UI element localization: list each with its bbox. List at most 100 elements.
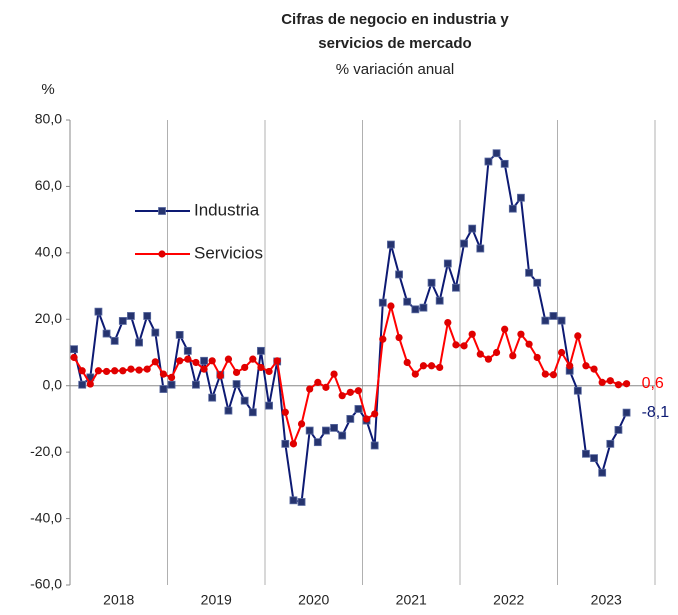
y-tick-label: 80,0 bbox=[35, 111, 62, 127]
marker bbox=[460, 342, 468, 350]
marker bbox=[183, 346, 192, 355]
marker bbox=[159, 385, 168, 393]
marker bbox=[525, 340, 533, 348]
marker bbox=[541, 370, 549, 378]
marker bbox=[346, 415, 355, 423]
marker bbox=[158, 250, 166, 258]
y-tick-label: 20,0 bbox=[35, 310, 62, 326]
x-tick-label: 2019 bbox=[201, 592, 232, 608]
marker bbox=[248, 408, 257, 417]
marker bbox=[119, 367, 127, 375]
marker bbox=[582, 449, 590, 458]
marker bbox=[460, 239, 468, 248]
chart-subtitle: % variación anual bbox=[336, 61, 454, 78]
marker bbox=[281, 408, 289, 416]
marker bbox=[371, 410, 379, 418]
marker bbox=[395, 333, 403, 342]
marker bbox=[557, 348, 566, 357]
marker bbox=[452, 341, 460, 349]
marker bbox=[427, 362, 436, 370]
marker bbox=[419, 362, 428, 370]
marker bbox=[143, 365, 151, 373]
marker bbox=[102, 329, 111, 338]
marker bbox=[468, 224, 477, 233]
marker bbox=[297, 420, 306, 428]
marker bbox=[313, 438, 322, 447]
marker bbox=[346, 388, 354, 396]
marker bbox=[151, 358, 159, 366]
y-tick-label: 60,0 bbox=[35, 177, 62, 193]
marker bbox=[70, 353, 78, 362]
marker bbox=[492, 149, 501, 158]
x-tick-label: 2021 bbox=[396, 592, 427, 608]
marker bbox=[590, 454, 598, 463]
marker bbox=[598, 378, 606, 386]
marker bbox=[427, 278, 436, 287]
marker bbox=[322, 426, 330, 435]
legend-label: Servicios bbox=[194, 243, 263, 262]
marker bbox=[70, 345, 78, 354]
marker bbox=[436, 363, 444, 372]
chart-title: servicios de mercado bbox=[318, 35, 471, 52]
marker bbox=[354, 387, 363, 395]
marker bbox=[501, 325, 509, 333]
x-tick-label: 2018 bbox=[103, 592, 134, 608]
marker bbox=[598, 468, 607, 477]
marker bbox=[216, 372, 224, 380]
marker bbox=[127, 312, 135, 320]
marker bbox=[192, 380, 200, 389]
marker bbox=[509, 352, 517, 360]
marker bbox=[289, 496, 298, 505]
marker bbox=[200, 365, 208, 373]
marker bbox=[94, 307, 103, 316]
marker bbox=[86, 380, 94, 388]
marker bbox=[111, 367, 119, 375]
marker bbox=[127, 365, 135, 373]
marker bbox=[476, 244, 485, 253]
x-tick-label: 2020 bbox=[298, 592, 329, 608]
marker bbox=[241, 363, 249, 372]
marker bbox=[167, 380, 176, 389]
y-tick-label: 40,0 bbox=[35, 244, 62, 260]
marker bbox=[443, 259, 452, 268]
marker bbox=[387, 240, 395, 249]
marker bbox=[151, 328, 160, 337]
marker bbox=[566, 362, 574, 370]
marker bbox=[573, 386, 582, 395]
marker bbox=[419, 303, 428, 312]
marker bbox=[362, 415, 371, 423]
marker bbox=[305, 426, 314, 435]
marker bbox=[484, 157, 493, 166]
marker bbox=[549, 371, 558, 379]
marker bbox=[468, 330, 476, 338]
marker bbox=[500, 159, 509, 168]
x-tick-label: 2022 bbox=[493, 592, 524, 608]
marker bbox=[135, 366, 143, 374]
marker bbox=[387, 302, 395, 310]
marker bbox=[158, 207, 166, 215]
marker bbox=[541, 316, 550, 325]
marker bbox=[444, 319, 452, 327]
y-tick-label: -20,0 bbox=[30, 443, 62, 459]
marker bbox=[330, 370, 338, 378]
marker bbox=[435, 296, 444, 305]
marker bbox=[224, 355, 233, 363]
marker bbox=[590, 365, 598, 373]
series-line bbox=[73, 151, 628, 504]
marker bbox=[574, 332, 582, 340]
marker bbox=[395, 270, 403, 279]
marker bbox=[224, 406, 233, 415]
marker bbox=[240, 396, 249, 405]
y-tick-label: -60,0 bbox=[30, 576, 62, 592]
marker bbox=[175, 330, 184, 339]
marker bbox=[306, 385, 314, 393]
marker bbox=[606, 377, 614, 385]
marker bbox=[508, 204, 517, 213]
marker bbox=[614, 425, 623, 434]
marker bbox=[102, 367, 111, 376]
marker bbox=[184, 355, 192, 363]
marker bbox=[281, 439, 290, 448]
marker bbox=[273, 357, 281, 365]
marker bbox=[378, 298, 387, 307]
